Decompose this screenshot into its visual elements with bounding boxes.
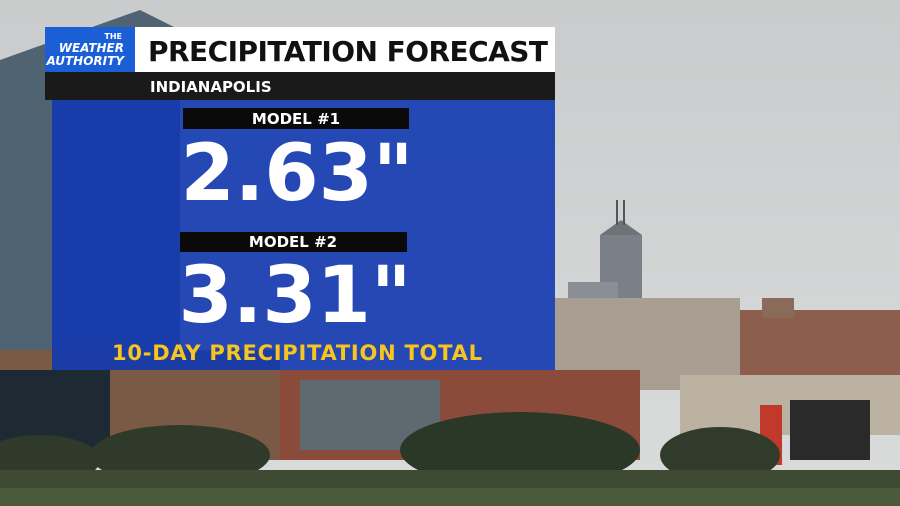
model-value: 2.63" [180, 129, 413, 219]
model-label-bar [180, 232, 407, 252]
location-bar [45, 72, 555, 100]
logo-text: THE [104, 32, 122, 41]
model-value: 3.31" [178, 251, 411, 341]
footer: 10-DAY PRECIPITATION TOTAL [112, 341, 482, 365]
location: INDIANAPOLIS [150, 78, 272, 96]
model-label-bar [183, 108, 409, 129]
model-label: MODEL #1 [252, 110, 340, 128]
title-bar [135, 27, 555, 72]
title: PRECIPITATION FORECAST [148, 35, 548, 68]
logo-box [45, 27, 135, 72]
model-label: MODEL #2 [249, 233, 337, 251]
logo-text: WEATHER [59, 41, 124, 55]
logo-text: AUTHORITY [45, 54, 125, 68]
